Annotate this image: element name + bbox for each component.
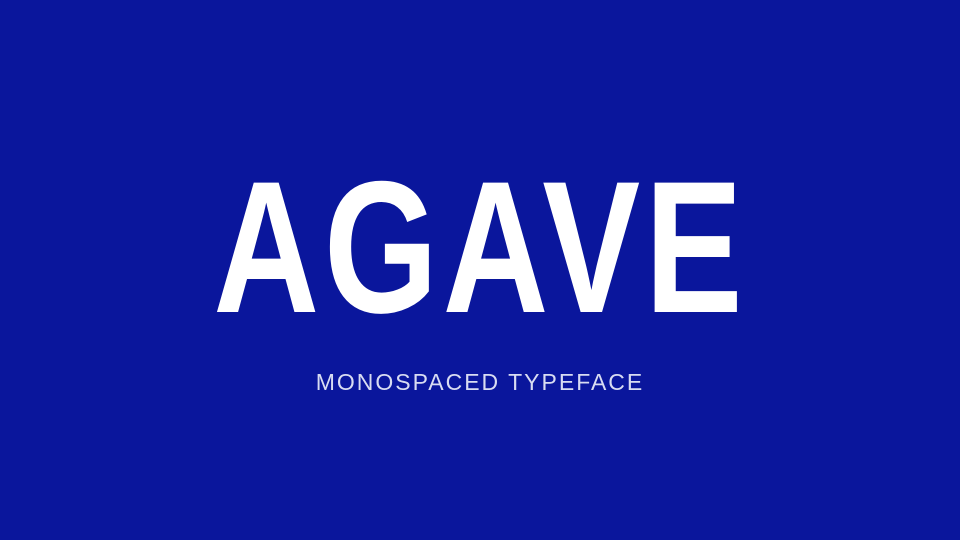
subtitle-container: MONOSPACED TYPEFACE [0,366,960,398]
typeface-title: AGAVE [212,142,747,352]
title-container: AGAVE [0,153,960,341]
typeface-subtitle: MONOSPACED TYPEFACE [315,368,645,395]
